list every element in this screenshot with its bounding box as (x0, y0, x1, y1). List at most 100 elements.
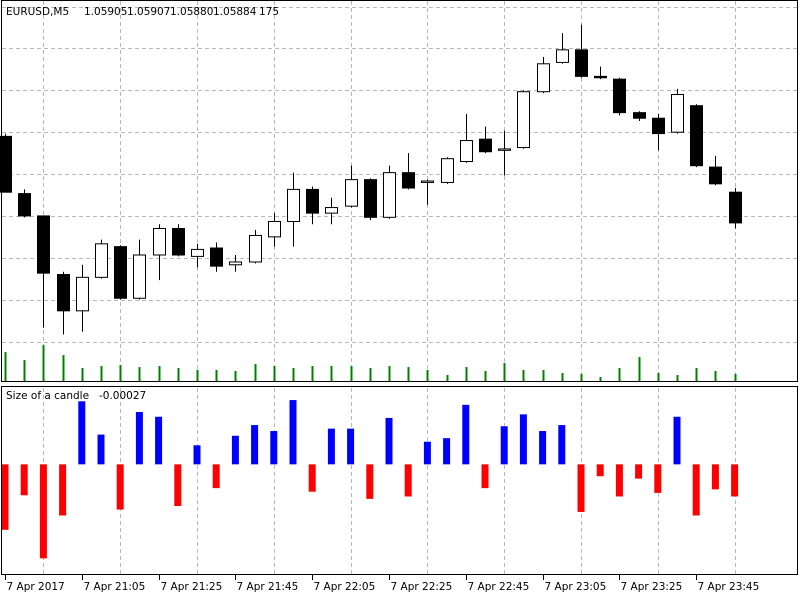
indicator-bar (577, 464, 585, 512)
indicator-bar (97, 434, 105, 465)
candle-body (133, 254, 146, 299)
indicator-bar (615, 464, 623, 497)
candle-body (57, 274, 70, 312)
x-tick-label: 7 Apr 22:05 (314, 581, 376, 593)
indicator-bar (39, 464, 47, 559)
candle-body (517, 91, 530, 149)
indicator-bar (116, 464, 124, 510)
candle-body (0, 135, 12, 193)
indicator-bar (366, 464, 374, 499)
main-pane-frame (1, 0, 798, 382)
candle-body (690, 105, 703, 167)
tick-volume: 175 (259, 6, 279, 18)
indicator-bar (155, 416, 163, 465)
candle-body (613, 78, 626, 114)
candle-body (210, 247, 223, 267)
candle-body (249, 234, 262, 263)
indicator-bar (596, 464, 604, 477)
indicator-bar (135, 411, 143, 465)
symbol: EURUSD,M5 (6, 6, 69, 18)
candle-body (441, 158, 454, 183)
x-tick-label: 7 Apr 21:45 (237, 581, 299, 593)
indicator-bar (270, 431, 278, 465)
candle-body (575, 49, 588, 77)
marks: 7 Apr 2017 7 Apr 21:05 7 Apr 21:25 7 Apr 21… (0, 24, 760, 593)
indicator-bar (731, 464, 739, 497)
indicator-bar (711, 464, 719, 490)
indicator-name: Size of a candle (6, 390, 89, 402)
indicator-bar (443, 438, 451, 465)
high-price: 1.05907 (127, 6, 170, 18)
indicator-bar (519, 414, 527, 465)
candle-body (153, 227, 166, 256)
indicator-bar (308, 464, 316, 492)
indicator-bar (481, 464, 489, 489)
indicator-bar (289, 400, 297, 465)
indicator-bar (673, 416, 681, 465)
candle-body (421, 180, 434, 183)
candle-body (479, 138, 492, 153)
candle-body (114, 246, 127, 299)
candle-body (76, 276, 89, 312)
candle-body (556, 49, 569, 63)
candle-body (287, 188, 300, 223)
indicator-bar (654, 464, 662, 493)
indicator-bar (1, 464, 9, 530)
candle-body (498, 148, 511, 151)
x-tick-label: 7 Apr 23:45 (698, 581, 760, 593)
candle-body (37, 215, 50, 274)
indicator-bar (212, 464, 220, 489)
indicator-bar (404, 464, 412, 497)
candle-body (364, 179, 377, 218)
close-price: 1.05884 (213, 6, 257, 18)
indicator-bar (692, 464, 700, 516)
candle-body (709, 166, 722, 185)
indicator-bar (174, 464, 182, 506)
candle-body (402, 172, 415, 189)
candle-body (594, 75, 607, 79)
indicator-bar (558, 425, 566, 465)
candle-body (345, 179, 358, 207)
indicator-bar (462, 404, 470, 465)
x-tick-label: 7 Apr 2017 (7, 581, 65, 593)
candle-body (306, 188, 319, 214)
indicator-bar (78, 401, 86, 465)
indicator-bar (500, 426, 508, 465)
candle-body (633, 112, 646, 119)
chart-header: EURUSD,M5 1.05905 1.05907 1.05880 1.0588… (6, 6, 279, 18)
indicator-bar (423, 441, 431, 465)
indicator-header: Size of a candle -0.00027 (6, 390, 146, 402)
indicator-bar (385, 417, 393, 465)
candle-body (383, 172, 396, 218)
indicator-bar (193, 445, 201, 465)
candle-body (18, 193, 31, 217)
candle-body (537, 63, 550, 93)
candle-body (671, 94, 684, 133)
x-tick-label: 7 Apr 21:05 (84, 581, 146, 593)
low-price: 1.05880 (170, 6, 213, 18)
indicator-bar (327, 428, 335, 465)
candle-body (652, 117, 665, 135)
indicator-bar (231, 435, 239, 465)
candle-body (191, 248, 204, 257)
indicator-bar (59, 464, 67, 516)
indicator-bar (539, 431, 547, 465)
indicator-bar (635, 464, 643, 479)
candle-body (325, 207, 338, 214)
indicator-bar (251, 425, 259, 465)
x-tick-label: 7 Apr 23:25 (621, 581, 683, 593)
indicator-pane-frame (1, 386, 798, 575)
candle-body (729, 191, 742, 224)
indicator-bar (347, 428, 355, 465)
x-tick-label: 7 Apr 22:25 (391, 581, 453, 593)
open-price: 1.05905 (84, 6, 127, 18)
indicator-bar (20, 464, 28, 496)
x-tick-label: 7 Apr 23:05 (545, 581, 607, 593)
candle-body (229, 261, 242, 266)
candle-body (460, 140, 473, 162)
x-tick-label: 7 Apr 21:25 (161, 581, 223, 593)
candle-body (95, 243, 108, 278)
x-tick-label: 7 Apr 22:45 (468, 581, 530, 593)
